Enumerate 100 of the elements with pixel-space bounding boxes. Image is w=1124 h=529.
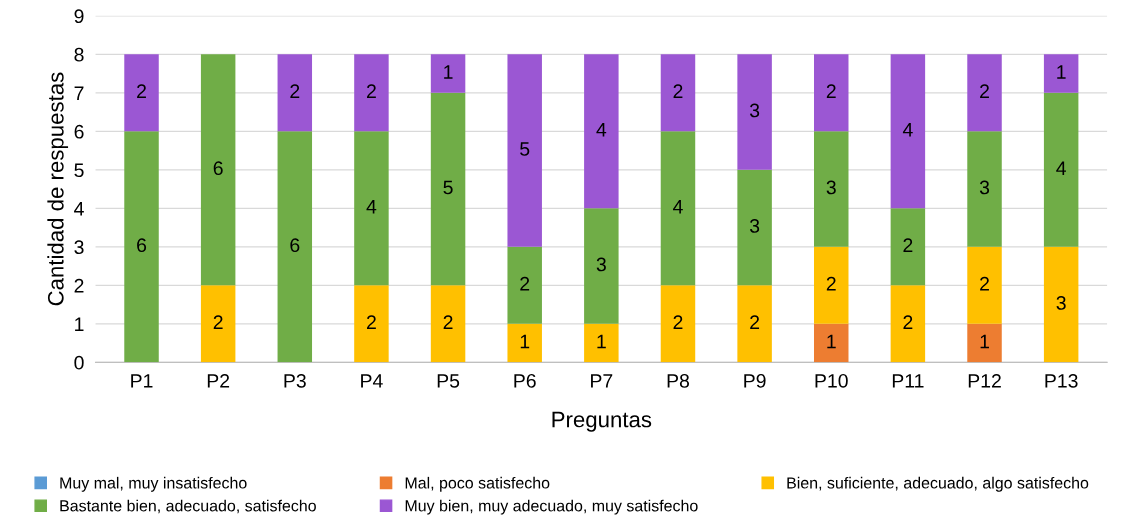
bar bbox=[200, 285, 236, 363]
bar bbox=[890, 285, 926, 363]
bar bbox=[890, 208, 926, 286]
data-label: 3 bbox=[596, 257, 606, 272]
data-label: 4 bbox=[596, 123, 607, 137]
bar bbox=[277, 131, 313, 363]
legend-label: Muy bien, muy adecuado, muy satisfecho bbox=[405, 499, 698, 515]
x-tick-label: P2 bbox=[207, 373, 230, 388]
data-label: 2 bbox=[826, 84, 836, 98]
data-label: 2 bbox=[750, 315, 760, 329]
bar bbox=[890, 54, 926, 209]
data-label: 6 bbox=[137, 238, 147, 253]
data-label: 5 bbox=[520, 142, 530, 156]
y-tick-label: 7 bbox=[74, 86, 84, 100]
data-label: 4 bbox=[1056, 161, 1066, 175]
x-tick-label: P9 bbox=[744, 373, 766, 388]
y-tick-label: 5 bbox=[74, 163, 84, 178]
data-label: 2 bbox=[367, 315, 376, 329]
bar bbox=[1043, 92, 1079, 247]
data-label: 5 bbox=[443, 180, 453, 195]
bar bbox=[814, 323, 849, 363]
x-tick-label: P8 bbox=[667, 373, 690, 388]
bar bbox=[737, 54, 772, 170]
data-label: 2 bbox=[520, 276, 530, 291]
y-tick-label: 2 bbox=[74, 278, 84, 293]
x-tick-label: P7 bbox=[591, 374, 613, 388]
bar bbox=[1043, 54, 1079, 93]
x-tick-label: P1 bbox=[131, 374, 153, 388]
data-label: 1 bbox=[597, 334, 606, 349]
y-tick-label: 9 bbox=[74, 9, 84, 24]
bar bbox=[354, 131, 389, 286]
data-label: 3 bbox=[826, 180, 836, 195]
bar bbox=[737, 285, 772, 363]
y-tick-label: 4 bbox=[74, 202, 84, 216]
y-tick-label: 1 bbox=[75, 317, 84, 331]
bar bbox=[967, 246, 1002, 324]
bar bbox=[814, 54, 849, 132]
data-label: 2 bbox=[980, 276, 989, 291]
data-label: 2 bbox=[980, 84, 989, 98]
bar bbox=[277, 54, 313, 132]
bar bbox=[430, 92, 466, 286]
y-axis-title: Cantidad de respuestas bbox=[47, 72, 69, 306]
bar bbox=[660, 285, 696, 363]
bar bbox=[124, 54, 159, 132]
data-label: 2 bbox=[903, 315, 913, 329]
data-label: 1 bbox=[827, 334, 836, 349]
legend-label: Mal, poco satisfecho bbox=[405, 476, 550, 492]
bar bbox=[660, 131, 696, 286]
data-label: 2 bbox=[826, 276, 836, 291]
bar bbox=[1043, 246, 1079, 363]
data-label: 2 bbox=[290, 84, 300, 98]
bar bbox=[967, 54, 1002, 132]
bar bbox=[507, 246, 542, 324]
bar bbox=[660, 54, 696, 132]
bar bbox=[124, 131, 159, 363]
x-tick-label: P12 bbox=[968, 373, 1001, 388]
x-tick-label: P13 bbox=[1045, 373, 1078, 388]
data-label: 4 bbox=[366, 200, 377, 214]
data-label: 6 bbox=[290, 238, 300, 253]
bar bbox=[814, 246, 849, 324]
x-tick-label: P11 bbox=[892, 374, 924, 388]
bar bbox=[737, 169, 772, 286]
bar bbox=[430, 285, 466, 363]
data-label: 3 bbox=[749, 103, 760, 118]
bar bbox=[584, 208, 619, 324]
bar bbox=[200, 54, 236, 286]
legend-label: Bastante bien, adecuado, satisfecho bbox=[60, 499, 316, 514]
data-label: 1 bbox=[1057, 65, 1066, 79]
data-label: 1 bbox=[520, 334, 530, 349]
legend-label: Muy mal, muy insatisfecho bbox=[60, 476, 247, 492]
bar bbox=[507, 54, 542, 247]
data-label: 4 bbox=[673, 200, 683, 214]
x-axis-title: Preguntas bbox=[552, 411, 652, 432]
bar bbox=[507, 323, 542, 363]
bar bbox=[967, 131, 1002, 247]
y-tick-label: 0 bbox=[74, 355, 84, 370]
x-tick-label: P3 bbox=[284, 373, 306, 388]
data-label: 6 bbox=[213, 161, 223, 176]
bar bbox=[354, 54, 389, 132]
y-tick-label: 8 bbox=[74, 47, 84, 62]
x-tick-label: P6 bbox=[514, 373, 536, 388]
data-label: 4 bbox=[902, 123, 913, 137]
data-label: 2 bbox=[673, 315, 683, 329]
x-tick-label: P10 bbox=[815, 373, 848, 388]
data-label: 1 bbox=[980, 334, 989, 349]
legend-label: Bien, suficiente, adecuado, algo satisfecho bbox=[787, 476, 1089, 492]
x-tick-label: P5 bbox=[437, 374, 460, 388]
bar bbox=[814, 131, 849, 247]
data-label: 3 bbox=[749, 219, 760, 233]
bar bbox=[584, 54, 619, 209]
data-label: 3 bbox=[979, 180, 990, 195]
data-label: 2 bbox=[673, 84, 683, 98]
x-tick-label: P4 bbox=[361, 374, 383, 388]
bar bbox=[430, 54, 466, 93]
bar bbox=[584, 323, 619, 363]
bar bbox=[967, 323, 1002, 363]
data-label: 1 bbox=[444, 65, 453, 79]
data-label: 3 bbox=[1056, 296, 1066, 310]
data-label: 2 bbox=[903, 238, 913, 252]
data-label: 2 bbox=[367, 84, 376, 98]
